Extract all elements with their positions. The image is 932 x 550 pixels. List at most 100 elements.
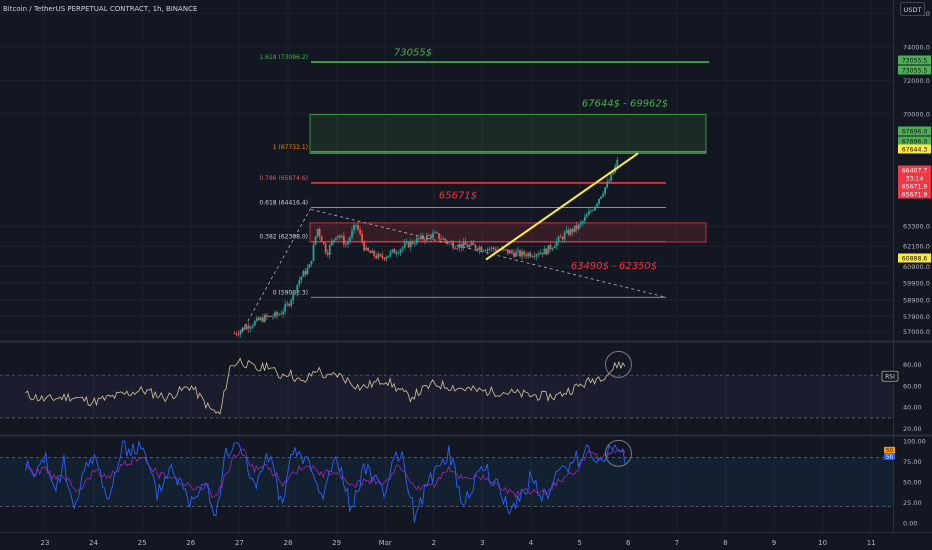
price-axis-label: 67696.0 bbox=[902, 129, 928, 136]
time-tick-label: 10 bbox=[818, 539, 827, 547]
candle-body bbox=[581, 221, 584, 223]
candle-body bbox=[270, 315, 272, 317]
candle-body bbox=[306, 268, 309, 275]
candle-body bbox=[573, 225, 576, 232]
candle-body bbox=[330, 241, 333, 246]
candle-body bbox=[442, 238, 445, 240]
rsi-pane[interactable]: 80.00 60.00 40.00 20.00 RSI bbox=[0, 350, 922, 433]
candle-body bbox=[353, 224, 355, 231]
price-axis-label-bg bbox=[898, 189, 931, 199]
candle-body bbox=[594, 206, 596, 211]
time-tick-label: 24 bbox=[89, 539, 98, 547]
candle-body bbox=[606, 181, 609, 188]
candle-body bbox=[324, 243, 327, 253]
candle-body bbox=[286, 303, 289, 305]
candle-body bbox=[490, 247, 493, 249]
currency-button-frame[interactable] bbox=[900, 2, 925, 16]
rsi-band bbox=[0, 375, 893, 418]
time-tick-label: 28 bbox=[284, 539, 293, 547]
candle-body bbox=[385, 257, 388, 260]
candle-body bbox=[426, 235, 428, 241]
candle-body bbox=[464, 241, 467, 246]
fib-level-label: 0.786 (65874.6) bbox=[259, 175, 308, 182]
candle-body bbox=[438, 233, 440, 240]
stoch-k-line bbox=[25, 440, 626, 523]
currency-button-label[interactable]: USDT bbox=[904, 6, 922, 14]
candle-body bbox=[249, 327, 252, 329]
candle-body bbox=[359, 229, 361, 234]
candle-body bbox=[302, 271, 305, 277]
fib-level-label: 0.382 (62368.0) bbox=[259, 234, 308, 241]
candle-body bbox=[363, 241, 366, 251]
candle-body bbox=[284, 304, 287, 312]
candle-body bbox=[405, 241, 408, 244]
candle-body bbox=[472, 242, 475, 245]
drawings[interactable] bbox=[241, 152, 667, 332]
price-axis-label: 65671.9 bbox=[902, 192, 928, 199]
candle-body bbox=[349, 237, 351, 242]
currency-button[interactable]: USDT bbox=[900, 2, 925, 16]
candle-body bbox=[452, 242, 455, 249]
candle-body bbox=[274, 312, 276, 317]
candle-body bbox=[610, 174, 613, 181]
candle-body bbox=[450, 241, 453, 243]
candle-body bbox=[567, 230, 570, 235]
price-axis-label-bg bbox=[898, 65, 931, 75]
price-axis-label-bg bbox=[898, 144, 931, 154]
candle-body bbox=[278, 314, 280, 316]
candle-body bbox=[369, 251, 372, 254]
stoch-band bbox=[0, 457, 893, 507]
time-tick-label: 25 bbox=[138, 539, 147, 547]
stoch-tick-label: 50.00 bbox=[903, 478, 922, 486]
candle-body bbox=[332, 239, 335, 242]
candle-body bbox=[259, 317, 262, 321]
candle-body bbox=[322, 242, 325, 244]
stoch-tick-label: 0.00 bbox=[903, 519, 917, 527]
candle-body bbox=[592, 210, 594, 212]
price-axis-label-bg bbox=[898, 55, 931, 65]
price-tick-label: 70000.0 bbox=[903, 110, 930, 118]
candle-body bbox=[539, 252, 542, 255]
candle-body bbox=[312, 244, 315, 261]
candle-body bbox=[345, 244, 347, 245]
price-axis-label: 60888.6 bbox=[902, 256, 928, 263]
candle-body bbox=[596, 203, 598, 207]
candle-body bbox=[541, 252, 544, 255]
dashed-projection-line bbox=[310, 209, 667, 298]
candle-body bbox=[555, 241, 558, 247]
price-axis-label-bg bbox=[898, 126, 931, 136]
candle-body bbox=[347, 241, 349, 245]
candle-body bbox=[257, 317, 260, 321]
price-axis-label: 33:14 bbox=[906, 176, 924, 183]
annotation-texts: 73055$ 67644$ - 69962$ 65671$ 63490$ - 6235… bbox=[394, 48, 668, 272]
time-tick-label: 26 bbox=[186, 539, 195, 547]
candle-body bbox=[379, 253, 382, 256]
candle-body bbox=[243, 327, 246, 330]
price-tick-label: 57900.0 bbox=[903, 313, 930, 321]
candle-body bbox=[434, 232, 436, 234]
rsi-tick-label: 20.00 bbox=[903, 425, 922, 433]
candle-body bbox=[531, 256, 534, 257]
candle-body bbox=[480, 246, 483, 251]
annotation-zones[interactable] bbox=[309, 114, 707, 243]
candle-body bbox=[399, 249, 402, 253]
price-axis-label-bg bbox=[898, 253, 931, 263]
price-axis-label: 65671.9 bbox=[902, 184, 928, 191]
price-axis-label: 73055.5 bbox=[902, 68, 928, 75]
candle-body bbox=[419, 235, 422, 240]
time-axis[interactable]: 23 24 25 26 27 28 29 Mar 2 3 4 5 6 7 8 9 10 11 bbox=[41, 539, 876, 547]
candle-body bbox=[308, 264, 311, 269]
candle-body bbox=[247, 325, 250, 329]
price-axis-labels: 73055.573055.567696.067696.067644.366407… bbox=[898, 55, 931, 263]
candle-body bbox=[276, 312, 278, 316]
candle-body bbox=[492, 247, 495, 250]
candle-body bbox=[401, 247, 404, 250]
candle-body bbox=[233, 333, 236, 335]
candle-body bbox=[288, 303, 291, 306]
candle-body bbox=[494, 249, 497, 252]
support-zone-red bbox=[309, 222, 707, 243]
candle-body bbox=[535, 254, 538, 257]
price-tick-label: 62100.0 bbox=[903, 243, 930, 251]
